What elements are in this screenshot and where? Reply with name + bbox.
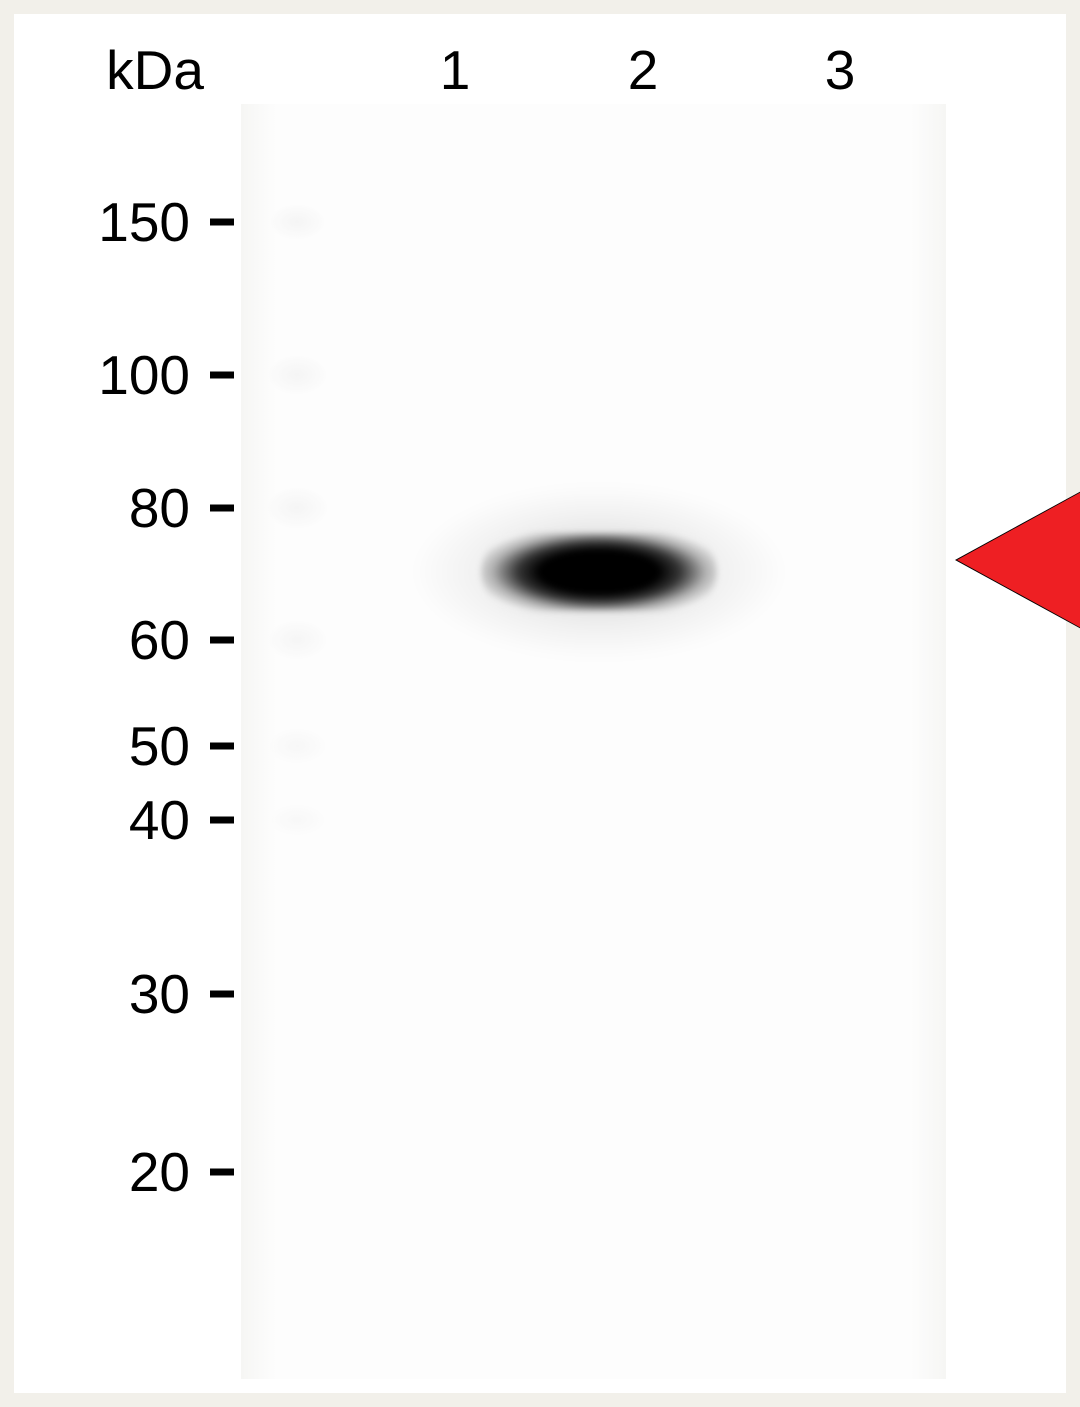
- mw-marker-dash: [210, 1169, 234, 1176]
- band-indicator-arrow-icon: [957, 491, 1080, 629]
- mw-marker-value: 80: [129, 476, 190, 540]
- lane-label-1: 1: [440, 38, 471, 102]
- mw-marker-dash: [210, 817, 234, 824]
- mw-marker-dash: [210, 743, 234, 750]
- ladder-ghost-band: [268, 621, 326, 659]
- ladder-ghost-band: [270, 205, 324, 239]
- mw-marker-dash: [210, 637, 234, 644]
- ladder-ghost-band: [267, 488, 327, 528]
- band-lane-2: [481, 533, 717, 611]
- ladder-ghost-band: [270, 805, 324, 835]
- mw-marker-value: 30: [129, 962, 190, 1026]
- mw-marker-dash: [210, 991, 234, 998]
- mw-marker-value: 40: [129, 788, 190, 852]
- ladder-ghost-band: [269, 729, 325, 763]
- band-halo: [415, 486, 783, 658]
- mw-marker-dash: [210, 219, 234, 226]
- mw-marker-dash: [210, 372, 234, 379]
- blot-membrane-area: [241, 104, 946, 1379]
- figure-canvas: kDa 1 2 3 150 100 80 60 50 40 30 20: [0, 0, 1080, 1407]
- unit-label-kda: kDa: [106, 38, 204, 102]
- lane-label-2: 2: [628, 38, 659, 102]
- mw-marker-value: 100: [98, 343, 190, 407]
- ladder-ghost-band: [268, 356, 326, 394]
- mw-marker-dash: [210, 505, 234, 512]
- lane-label-3: 3: [825, 38, 856, 102]
- mw-marker-value: 60: [129, 608, 190, 672]
- mw-marker-value: 20: [129, 1140, 190, 1204]
- mw-marker-value: 50: [129, 714, 190, 778]
- mw-marker-value: 150: [98, 190, 190, 254]
